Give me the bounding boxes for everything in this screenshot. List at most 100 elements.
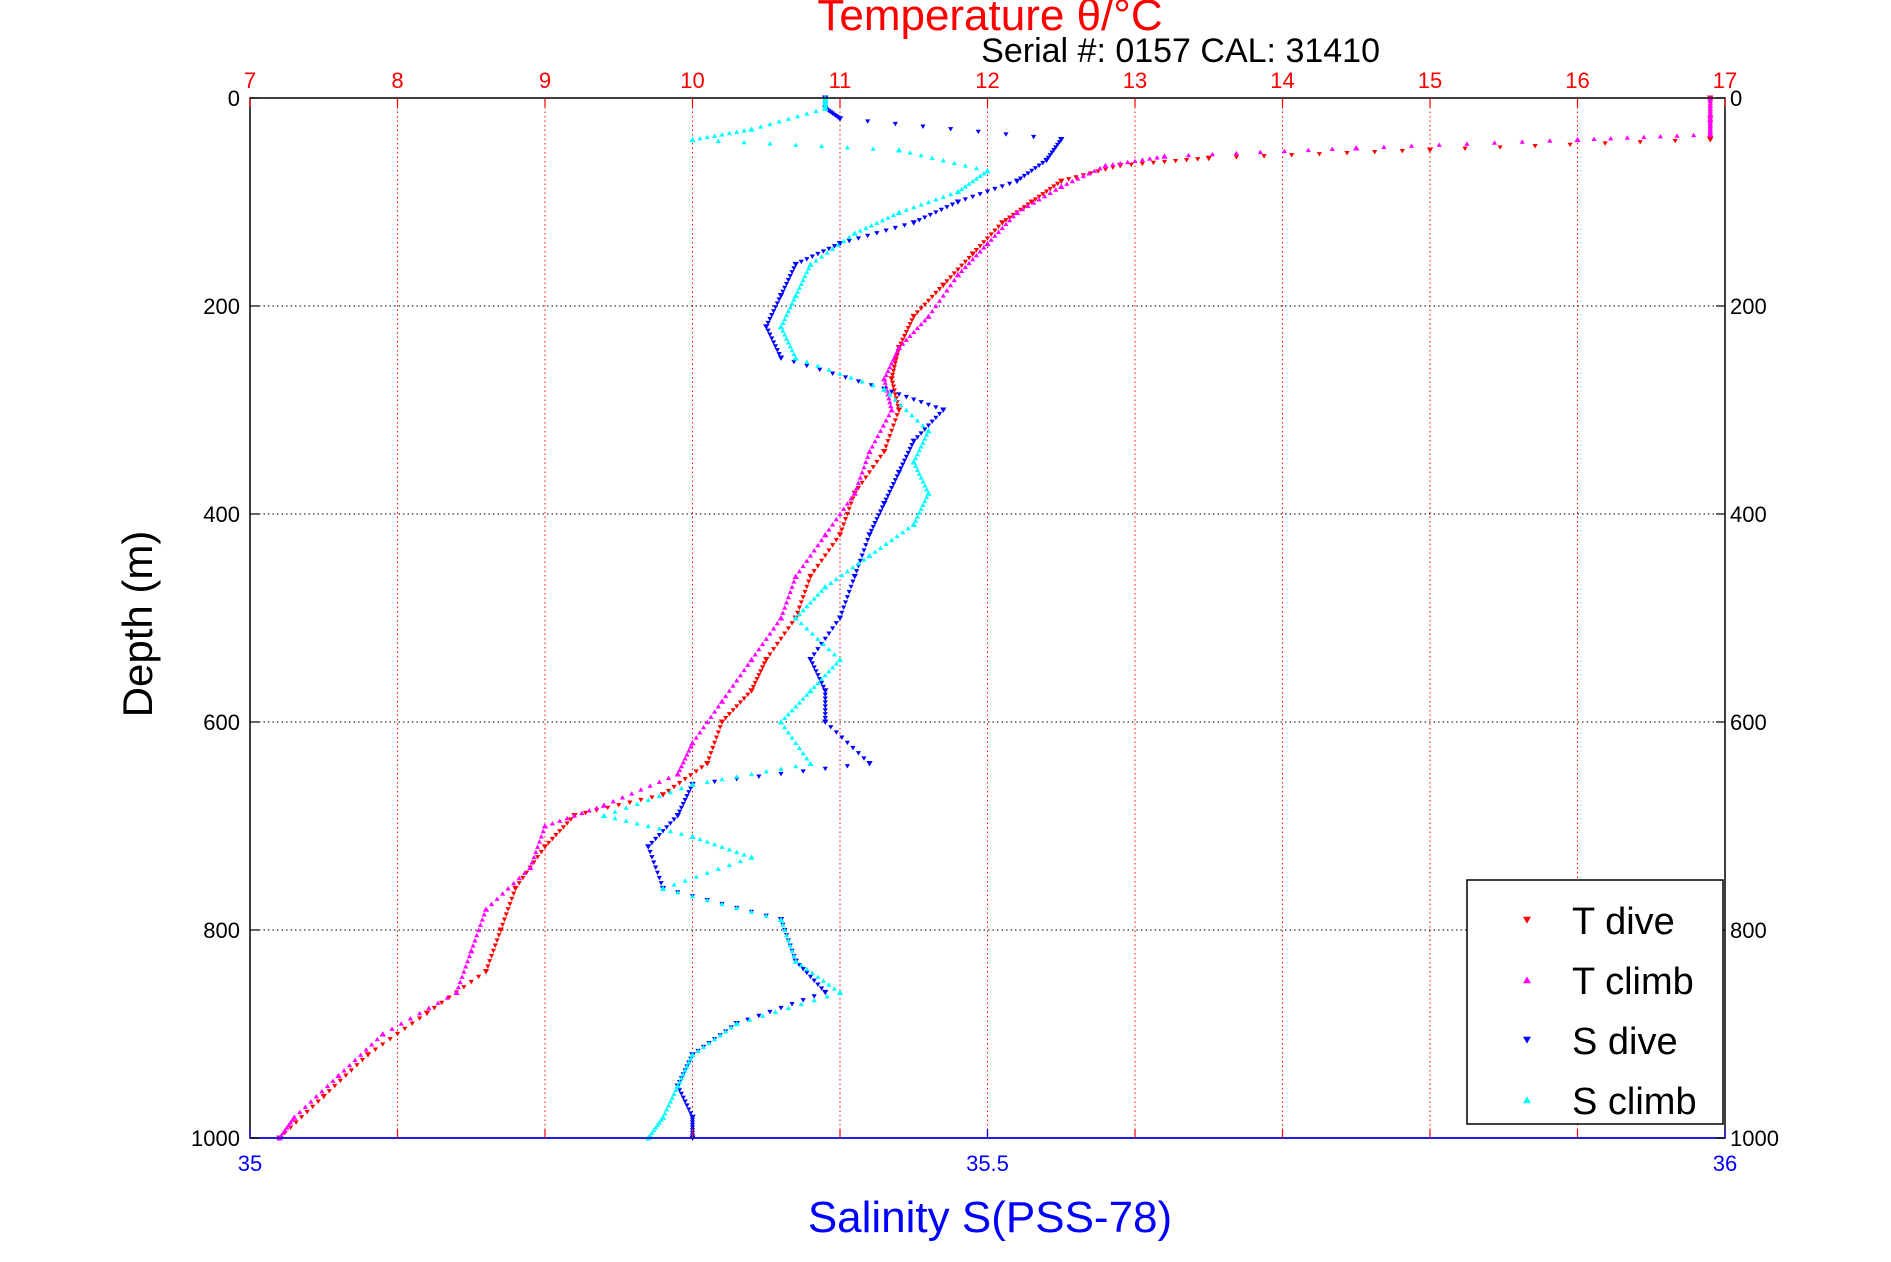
data-point-interpolated: [1086, 171, 1092, 176]
data-point-interpolated: [782, 724, 788, 730]
data-point-interpolated: [468, 979, 474, 985]
data-point-interpolated: [684, 752, 690, 757]
data-point-interpolated: [833, 516, 839, 522]
data-point-interpolated: [887, 433, 893, 439]
data-point-interpolated: [889, 485, 895, 491]
data-point-interpolated: [889, 428, 895, 434]
data-point-interpolated: [830, 522, 836, 527]
data-point-interpolated: [747, 1017, 753, 1022]
data-point-interpolated: [865, 233, 871, 239]
data-point-interpolated: [789, 1002, 795, 1007]
data-point-interpolated: [885, 215, 891, 220]
data-point-interpolated: [804, 966, 810, 972]
data-point-interpolated: [1125, 159, 1131, 165]
data-point-interpolated: [791, 579, 797, 584]
data-point-interpolated: [938, 207, 945, 213]
data-point-interpolated: [796, 605, 803, 610]
data-point-interpolated: [654, 870, 661, 876]
data-point-interpolated: [918, 400, 924, 405]
data-point-interpolated: [929, 155, 935, 160]
data-point-interpolated: [586, 808, 592, 813]
data-point-interpolated: [651, 1127, 657, 1133]
data-point-interpolated: [870, 146, 876, 151]
data-point-interpolated: [992, 186, 998, 192]
data-point-interpolated: [772, 344, 779, 349]
data-point-interpolated: [787, 304, 793, 310]
data-point-interpolated: [1069, 178, 1075, 184]
data-point-interpolated: [520, 875, 526, 881]
data-point-interpolated: [704, 779, 710, 784]
data-point-interpolated: [1066, 177, 1072, 182]
data-point-interpolated: [730, 708, 736, 713]
data-point-interpolated: [645, 823, 651, 829]
data-point-interpolated: [933, 405, 939, 410]
data-point-interpolated: [682, 878, 688, 883]
data-point-interpolated: [892, 361, 898, 366]
legend: T dive T climb S dive S climb: [1466, 879, 1724, 1125]
data-point-interpolated: [522, 870, 528, 875]
data-point-interpolated: [798, 620, 804, 626]
data-point-interpolated: [841, 522, 847, 527]
y-tick-label-left: 800: [203, 918, 240, 943]
data-point-interpolated: [304, 1109, 310, 1115]
data-point-interpolated: [1047, 190, 1053, 195]
data-point-interpolated: [839, 610, 845, 616]
data-point-interpolated: [728, 1025, 734, 1030]
data-point-interpolated: [863, 459, 869, 465]
data-point-interpolated: [649, 795, 655, 800]
data-point-interpolated: [791, 351, 797, 357]
data-point-interpolated: [1329, 146, 1335, 152]
data-point-interpolated: [929, 294, 935, 300]
data-point-interpolated: [804, 363, 810, 369]
data-point-interpolated: [723, 693, 729, 699]
data-point-interpolated: [676, 781, 683, 786]
data-point-interpolated: [811, 978, 817, 984]
data-point-interpolated: [485, 964, 491, 969]
data-point-interpolated: [885, 493, 891, 499]
data-point-interpolated: [509, 896, 515, 902]
data-point-interpolated: [706, 756, 712, 761]
data-point-interpolated: [758, 124, 764, 129]
data-point-interpolated: [811, 994, 817, 999]
data-point: [1013, 209, 1021, 215]
data-point: [925, 313, 932, 319]
data-point-interpolated: [820, 641, 827, 647]
data-point-interpolated: [853, 569, 860, 574]
data-point-interpolated: [723, 716, 729, 721]
data-point-interpolated: [675, 889, 681, 895]
data-point-interpolated: [313, 1094, 319, 1099]
data-point-interpolated: [988, 232, 994, 237]
data-point-interpolated: [1040, 160, 1046, 166]
data-point-interpolated: [330, 1078, 336, 1083]
data-point-interpolated: [704, 870, 710, 875]
data-point-interpolated: [922, 427, 928, 432]
data-point-interpolated: [850, 564, 856, 570]
data-point-interpolated: [1707, 106, 1713, 111]
data-point-interpolated: [516, 881, 522, 886]
data-point-interpolated: [774, 301, 780, 306]
data-point-interpolated: [865, 454, 871, 459]
data-point-interpolated: [680, 801, 686, 807]
data-point-interpolated: [1030, 134, 1037, 140]
data-point-interpolated: [794, 289, 801, 294]
data-point: [822, 989, 829, 996]
data-point-interpolated: [568, 817, 574, 822]
data-point-interpolated: [992, 228, 998, 233]
data-point: [748, 854, 755, 860]
data-point-interpolated: [737, 700, 744, 705]
series-t-climb: [276, 95, 1714, 1141]
data-point-interpolated: [402, 1026, 408, 1032]
data-point-interpolated: [1281, 148, 1287, 154]
data-point-interpolated: [665, 1103, 672, 1108]
data-point-interpolated: [837, 371, 843, 376]
data-point: [748, 656, 755, 663]
data-point-interpolated: [759, 665, 766, 670]
data-point-interpolated: [623, 805, 629, 810]
data-point-interpolated: [924, 486, 930, 492]
data-point-interpolated: [629, 791, 635, 796]
data-point-interpolated: [815, 563, 821, 569]
data-point: [600, 802, 608, 808]
data-point-interpolated: [1003, 132, 1009, 137]
data-point-interpolated: [890, 356, 897, 362]
data-point-interpolated: [905, 525, 911, 531]
